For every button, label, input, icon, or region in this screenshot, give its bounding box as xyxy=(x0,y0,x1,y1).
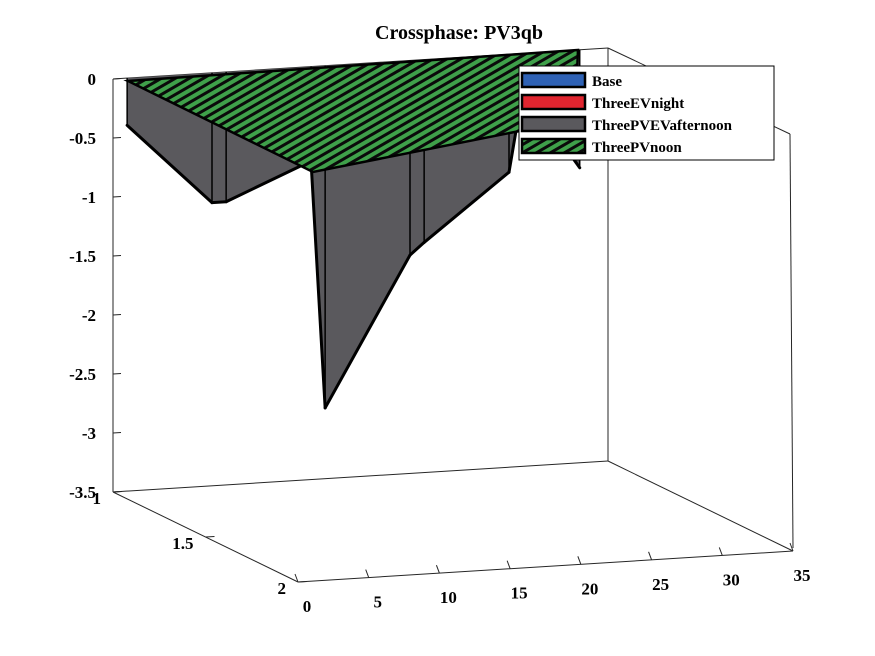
z-tick-label: -1 xyxy=(82,188,96,207)
x-tick-label: 30 xyxy=(723,570,740,589)
z-tick-label: -1.5 xyxy=(69,247,96,266)
legend-label-ThreePVEVafternoon: ThreePVEVafternoon xyxy=(592,118,733,134)
z-tick-label: -2.5 xyxy=(69,365,96,384)
legend-swatch-ThreeEVnight xyxy=(520,93,587,111)
x-tick xyxy=(718,547,723,556)
box-right-front-vertical xyxy=(789,133,794,549)
x-tick-label: 20 xyxy=(581,579,598,598)
x-tick xyxy=(435,564,440,574)
series-segment xyxy=(224,159,313,204)
y-tick xyxy=(297,581,308,583)
back-floor-edge xyxy=(112,460,609,493)
legend-label-Base: Base xyxy=(592,74,622,90)
z-tick-label: -3.5 xyxy=(69,483,96,502)
x-axis-line xyxy=(297,550,794,583)
x-tick xyxy=(365,569,370,578)
x-tick-label: 0 xyxy=(303,597,312,616)
x-tick xyxy=(294,573,299,583)
z-tick xyxy=(112,196,122,198)
x-tick xyxy=(648,551,653,561)
legend-label-ThreeEVnight: ThreeEVnight xyxy=(592,96,684,112)
floor-right-edge xyxy=(607,460,794,552)
z-tick xyxy=(112,314,122,316)
y-tick xyxy=(112,491,123,493)
y-tick xyxy=(205,536,215,538)
z-tick xyxy=(112,78,122,80)
series-segment xyxy=(210,200,228,205)
legend-label-ThreePVnoon: ThreePVnoon xyxy=(592,140,682,156)
z-tick-label: -0.5 xyxy=(69,129,96,148)
z-tick xyxy=(112,373,122,375)
x-tick-label: 25 xyxy=(652,575,669,594)
series-segment xyxy=(125,123,214,205)
x-tick xyxy=(789,542,794,552)
z-tick-label: -2 xyxy=(82,306,96,325)
x-tick xyxy=(577,556,582,565)
z-tick xyxy=(112,432,122,434)
z-tick xyxy=(112,255,122,257)
z-tick-label: 0 xyxy=(88,70,97,89)
y-tick-label: 1 xyxy=(93,489,102,508)
series-segment xyxy=(323,253,412,410)
series-segment xyxy=(422,170,511,244)
z-tick xyxy=(112,137,122,139)
z-tick-label: -3 xyxy=(82,424,96,443)
chart-title: Crossphase: PV3qb xyxy=(375,22,543,44)
legend-swatch-ThreePVEVafternoon xyxy=(520,115,587,133)
y-tick-label: 2 xyxy=(278,579,287,598)
x-tick-label: 35 xyxy=(794,566,811,585)
x-tick-label: 5 xyxy=(373,593,382,612)
tick-layer: 0-0.5-1-1.5-2-2.5-3-3.511.520 5 10 15 20 25 30… xyxy=(69,70,810,616)
legend: Base ThreeEVnight ThreePVEVafternoon ThreeP… xyxy=(518,65,775,161)
x-tick-label: 10 xyxy=(440,588,457,607)
legend-swatch-Base xyxy=(520,71,587,89)
y-tick-label: 1.5 xyxy=(172,534,193,553)
surface-layer xyxy=(123,48,582,410)
x-tick-label: 15 xyxy=(511,584,528,603)
legend-swatch-ThreePVnoon xyxy=(520,137,587,155)
series-segment xyxy=(408,240,426,257)
x-tick xyxy=(506,560,511,569)
series-segment xyxy=(309,159,327,410)
